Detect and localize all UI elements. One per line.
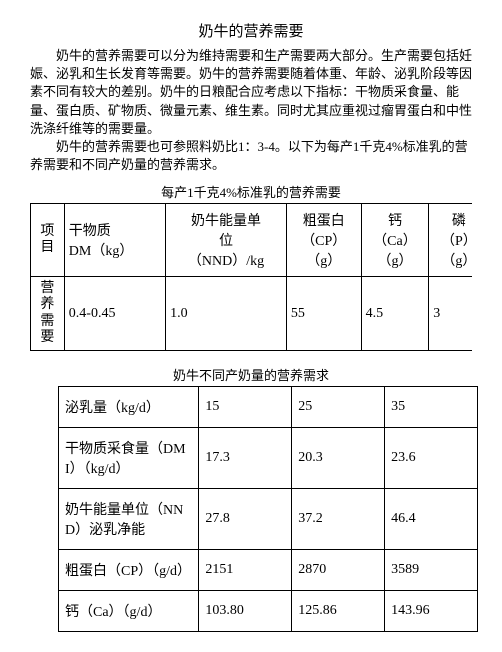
paragraph-2: 奶牛的营养需要也可参照料奶比1：3-4。以下为每产1千克4%标准乳的营养需要和不… [30,138,472,174]
cell-p: 3 [429,277,472,350]
table2-container: 泌乳量（kg/d） 15 25 35 干物质采食量（DMI）（kg/d） 17.… [30,386,500,632]
table-row: 项 目 干物质 DM（kg） 奶牛能量单 位 （NND）/kg 粗蛋白 （CP）… [31,204,473,277]
table2-caption: 奶牛不同产奶量的营养需求 [30,365,472,384]
table-row: 奶牛能量单位（NND）泌乳净能 27.8 37.2 46.4 [59,488,478,549]
table-row: 钙（Ca）（g/d） 103.80 125.86 143.96 [59,590,478,631]
row-label-nutrition: 营 养 需 要 [31,277,65,350]
cell: 20.3 [292,427,385,488]
cell: 125.86 [292,590,385,631]
table-row: 泌乳量（kg/d） 15 25 35 [59,386,478,427]
cell: 143.96 [385,590,478,631]
cell-cp: 55 [286,277,361,350]
cell: 37.2 [292,488,385,549]
header-nnd: 奶牛能量单 位 （NND）/kg [166,204,287,277]
table1-container: 项 目 干物质 DM（kg） 奶牛能量单 位 （NND）/kg 粗蛋白 （CP）… [30,203,472,350]
col-25: 25 [292,386,385,427]
col-15: 15 [199,386,292,427]
cell-dm: 0.4-0.45 [64,277,165,350]
nutrition-per-kg-table: 项 目 干物质 DM（kg） 奶牛能量单 位 （NND）/kg 粗蛋白 （CP）… [30,203,472,350]
row-dmi: 干物质采食量（DMI）（kg/d） [59,427,199,488]
cell: 2870 [292,549,385,590]
header-lactation: 泌乳量（kg/d） [59,386,199,427]
paragraph-1: 奶牛的营养需要可以分为维持需要和生产需要两大部分。生产需要包括妊娠、泌乳和生长发… [30,47,472,138]
cell: 103.80 [199,590,292,631]
header-cp: 粗蛋白 （CP） （g） [286,204,361,277]
table1-caption: 每产1千克4%标准乳的营养需要 [30,182,472,201]
cell: 27.8 [199,488,292,549]
cell: 23.6 [385,427,478,488]
table-row: 粗蛋白（CP）（g/d） 2151 2870 3589 [59,549,478,590]
table-row: 营 养 需 要 0.4-0.45 1.0 55 4.5 3 1.26 [31,277,473,350]
header-dm: 干物质 DM（kg） [64,204,165,277]
cell: 2151 [199,549,292,590]
header-ca: 钙 （Ca） （g） [361,204,429,277]
nutrition-by-yield-table: 泌乳量（kg/d） 15 25 35 干物质采食量（DMI）（kg/d） 17.… [58,386,478,632]
document-page: 奶牛的营养需要 奶牛的营养需要可以分为维持需要和生产需要两大部分。生产需要包括妊… [0,0,502,652]
cell: 3589 [385,549,478,590]
page-title: 奶牛的营养需要 [30,20,472,41]
cell: 46.4 [385,488,478,549]
row-nnd: 奶牛能量单位（NND）泌乳净能 [59,488,199,549]
cell-nnd: 1.0 [166,277,287,350]
row-ca: 钙（Ca）（g/d） [59,590,199,631]
row-cp: 粗蛋白（CP）（g/d） [59,549,199,590]
col-35: 35 [385,386,478,427]
header-p: 磷 （P） （g） [429,204,472,277]
header-item: 项 目 [31,204,65,277]
table-row: 干物质采食量（DMI）（kg/d） 17.3 20.3 23.6 [59,427,478,488]
cell: 17.3 [199,427,292,488]
cell-ca: 4.5 [361,277,429,350]
